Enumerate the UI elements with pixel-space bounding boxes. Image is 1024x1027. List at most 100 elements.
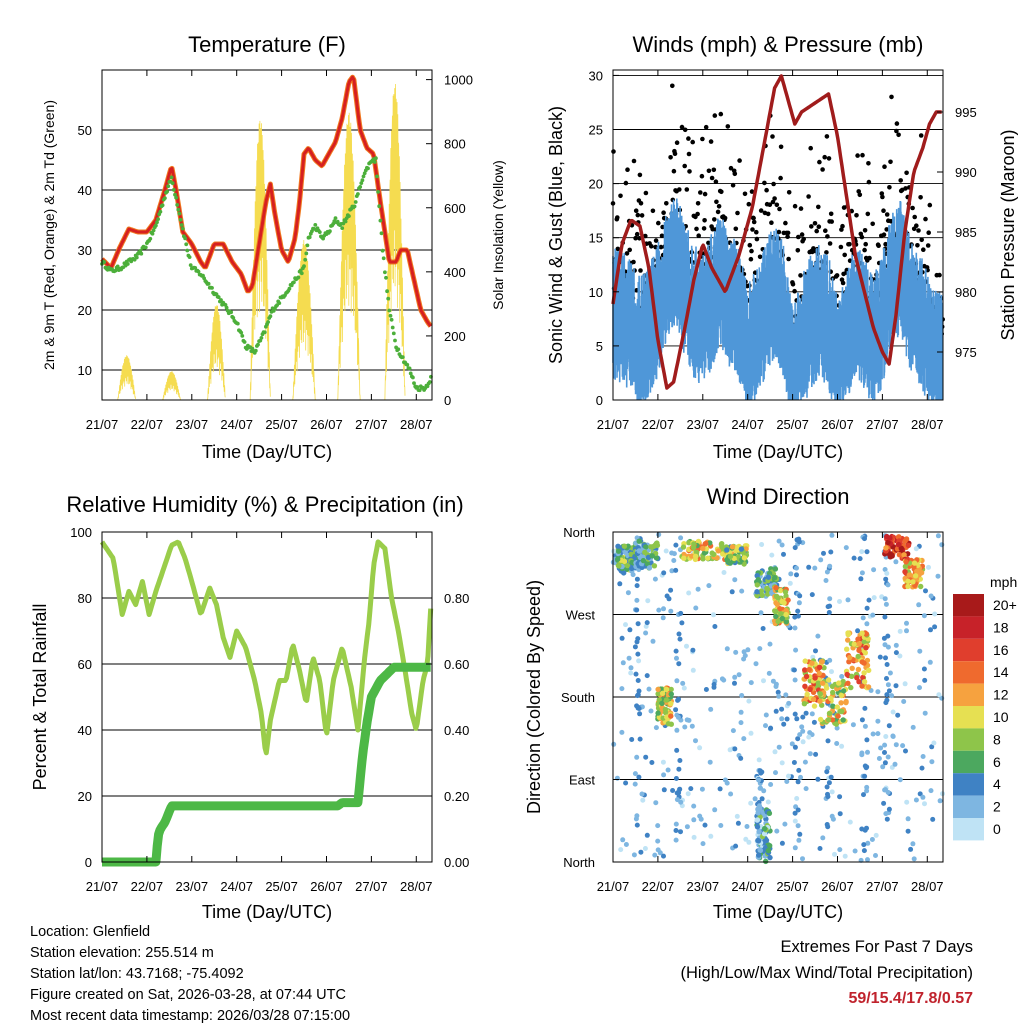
direction-point xyxy=(928,788,934,794)
direction-point xyxy=(782,821,788,827)
direction-point xyxy=(892,761,898,767)
dewpoint-point xyxy=(347,214,351,219)
direction-point xyxy=(825,824,831,830)
direction-point xyxy=(756,777,762,783)
wind-xtick-label-3: 24/07 xyxy=(731,417,764,432)
gust-point xyxy=(863,241,868,247)
gust-point xyxy=(715,209,721,215)
direction-point xyxy=(855,628,861,634)
dewpoint-point xyxy=(231,316,236,320)
direction-point xyxy=(855,636,861,642)
gust-point xyxy=(615,215,620,220)
direction-point xyxy=(887,670,893,676)
gust-point xyxy=(633,235,638,241)
direction-point xyxy=(803,786,809,792)
extremes-subtitle: (High/Low/Max Wind/Total Precipitation) xyxy=(680,964,973,982)
direction-point xyxy=(859,752,865,758)
direction-point xyxy=(719,544,725,550)
direction-point xyxy=(834,704,840,710)
direction-point xyxy=(758,769,764,775)
direction-point xyxy=(830,703,836,709)
gust-point xyxy=(921,247,926,252)
gust-point xyxy=(827,241,833,246)
location-text: Location: Glenfield xyxy=(30,924,151,940)
direction-point xyxy=(883,734,889,739)
direction-point xyxy=(618,847,624,853)
direction-point xyxy=(885,539,891,546)
direction-point xyxy=(773,684,779,689)
direction-point xyxy=(779,706,785,712)
dewpoint-point xyxy=(405,362,410,367)
direction-point xyxy=(706,583,712,589)
direction-point xyxy=(850,722,856,728)
direction-point xyxy=(849,673,855,679)
direction-point xyxy=(743,836,749,842)
gust-point xyxy=(712,113,718,118)
direction-point xyxy=(920,794,926,800)
direction-point xyxy=(763,723,768,729)
direction-point xyxy=(708,833,714,839)
direction-point xyxy=(810,696,817,703)
dewpoint-point xyxy=(180,226,185,231)
gust-point xyxy=(824,134,830,139)
direction-point xyxy=(800,739,806,745)
direction-point xyxy=(689,723,695,729)
gust-point xyxy=(714,199,719,205)
temp-xtick-label-7: 28/07 xyxy=(400,417,433,432)
direction-xlabel: Time (Day/UTC) xyxy=(713,902,843,922)
dewpoint-point xyxy=(380,248,385,253)
direction-point xyxy=(882,760,888,766)
gust-point xyxy=(859,234,865,240)
dewpoint-point xyxy=(378,218,383,223)
dewpoint-point xyxy=(219,298,223,302)
direction-point xyxy=(912,573,919,579)
direction-point xyxy=(862,763,868,769)
gust-point xyxy=(854,213,859,218)
direction-point xyxy=(802,667,808,673)
direction-point xyxy=(712,807,718,813)
dewpoint-point xyxy=(317,230,322,235)
dewpoint-point xyxy=(292,280,296,285)
legend-swatch-4 xyxy=(953,683,984,706)
temp-y2tick-label-0: 0 xyxy=(444,393,451,408)
direction-point xyxy=(761,678,766,684)
direction-point xyxy=(823,578,829,583)
direction-point xyxy=(896,552,903,558)
direction-point xyxy=(913,546,919,552)
dewpoint-point xyxy=(296,275,301,280)
direction-point xyxy=(729,589,735,595)
direction-point xyxy=(688,786,694,792)
direction-point xyxy=(939,542,945,548)
direction-point xyxy=(789,741,795,747)
gust-point xyxy=(661,210,666,215)
direction-point xyxy=(829,532,835,538)
dewpoint-point xyxy=(352,204,357,209)
gust-point xyxy=(915,243,920,248)
direction-point xyxy=(655,691,661,697)
dir-xtick-label-4: 25/07 xyxy=(776,879,809,894)
direction-point xyxy=(861,670,867,676)
direction-point xyxy=(699,786,705,792)
direction-point xyxy=(813,751,819,757)
direction-point xyxy=(655,686,661,693)
direction-point xyxy=(784,779,790,784)
dewpoint-point xyxy=(139,251,144,256)
dewpoint-point xyxy=(266,320,270,324)
temp-xtick-label-3: 24/07 xyxy=(220,417,253,432)
direction-point xyxy=(884,570,890,576)
direction-point xyxy=(840,688,847,694)
direction-point xyxy=(636,688,642,694)
direction-point xyxy=(881,635,887,641)
direction-point xyxy=(635,636,641,642)
direction-point xyxy=(882,787,888,793)
dewpoint-point xyxy=(150,231,155,236)
direction-point xyxy=(697,745,703,751)
winds-ylabel-right: Station Pressure (Maroon) xyxy=(998,129,1018,340)
direction-point xyxy=(918,583,924,590)
rh-xtick-label-2: 23/07 xyxy=(176,879,209,894)
direction-point xyxy=(765,591,771,597)
direction-point xyxy=(661,772,667,778)
direction-panel: Wind Direction North East South West North 2… xyxy=(524,484,1017,922)
gust-point xyxy=(910,205,915,211)
direction-point xyxy=(861,639,867,645)
